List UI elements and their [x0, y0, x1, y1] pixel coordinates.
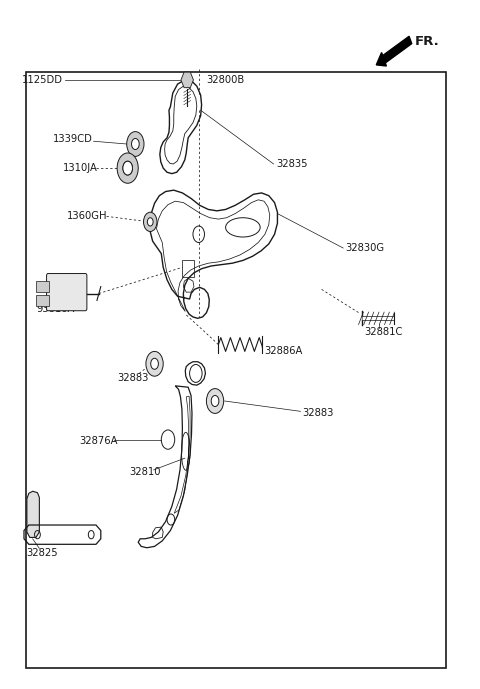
Circle shape: [127, 132, 144, 156]
Polygon shape: [27, 491, 39, 537]
Polygon shape: [181, 72, 193, 88]
FancyBboxPatch shape: [36, 295, 49, 306]
Circle shape: [147, 218, 153, 226]
Text: 32810: 32810: [130, 467, 161, 477]
Text: 1125DD: 1125DD: [22, 75, 62, 85]
Text: 32830G: 32830G: [346, 243, 385, 253]
Bar: [26, 72, 446, 668]
FancyBboxPatch shape: [47, 274, 87, 311]
Text: 32825: 32825: [26, 548, 58, 557]
Circle shape: [123, 161, 132, 175]
Circle shape: [151, 358, 158, 369]
Circle shape: [117, 153, 138, 183]
Circle shape: [132, 138, 139, 150]
FancyBboxPatch shape: [36, 281, 49, 292]
Text: 32835: 32835: [276, 159, 308, 169]
Text: 32883: 32883: [118, 373, 149, 382]
Circle shape: [211, 395, 219, 407]
Text: 32886A: 32886A: [264, 347, 302, 356]
Circle shape: [146, 351, 163, 376]
FancyArrow shape: [376, 37, 412, 66]
Circle shape: [123, 161, 132, 175]
Text: 32881C: 32881C: [364, 327, 402, 337]
Text: FR.: FR.: [415, 35, 440, 48]
Text: 1360GH: 1360GH: [67, 212, 108, 221]
Circle shape: [144, 212, 157, 232]
Text: 93810A: 93810A: [36, 304, 74, 313]
Text: 32876A: 32876A: [79, 436, 118, 446]
Circle shape: [206, 389, 224, 413]
Text: 32883: 32883: [302, 409, 334, 418]
Text: 32800B: 32800B: [206, 75, 245, 85]
Text: 1339CD: 1339CD: [53, 134, 93, 144]
Text: 1310JA: 1310JA: [62, 163, 97, 173]
